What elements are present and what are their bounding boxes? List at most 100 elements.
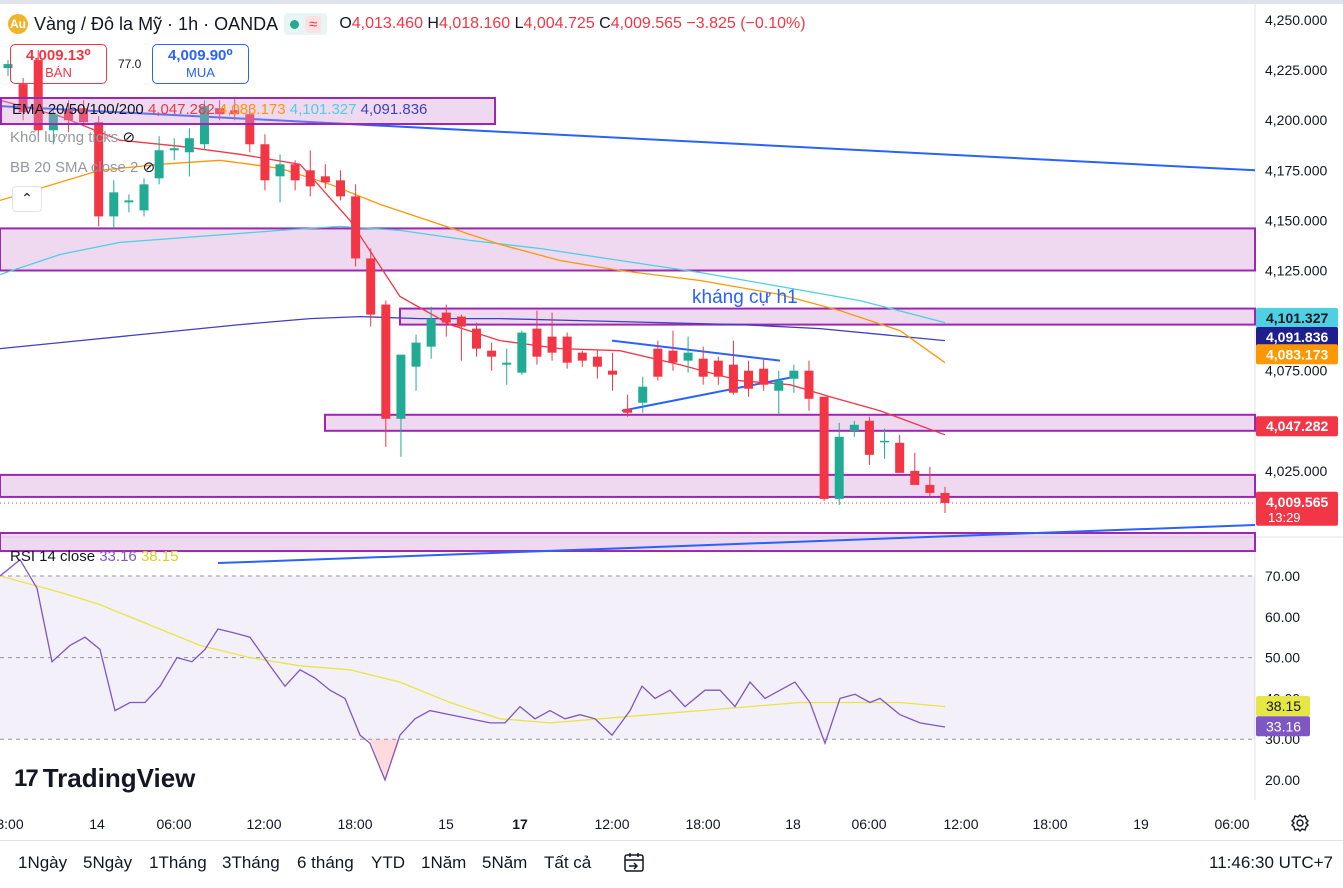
candle [713, 360, 723, 377]
buy-label: MUA [186, 65, 215, 80]
time-tick-label: 17 [512, 816, 528, 832]
ema-legend[interactable]: EMA 20/50/100/200 4,047.282 4,083.173 4,… [0, 97, 496, 125]
rsi-tick-label: 70.00 [1265, 568, 1300, 584]
ohlc-values: O4,013.460 H4,018.160 L4,004.725 C4,009.… [339, 15, 806, 32]
hidden-eye-icon[interactable]: ⊘ [122, 129, 136, 146]
price-tick-label: 4,225.000 [1265, 62, 1327, 78]
candle [698, 358, 708, 377]
range-ytd-button[interactable]: YTD [371, 853, 405, 872]
rsi-tick-label: 20.00 [1265, 772, 1300, 788]
candle [487, 350, 497, 357]
price-tick-label: 4,125.000 [1265, 262, 1327, 278]
time-tick-label: 12:00 [246, 816, 281, 832]
candle [925, 484, 935, 493]
price-tag [1256, 326, 1338, 347]
time-tick-label: 18:00 [337, 816, 372, 832]
candle [199, 106, 209, 145]
range-3m-button[interactable]: 3Tháng [222, 853, 280, 872]
candle [895, 442, 905, 473]
range-all-button[interactable]: Tất cả [544, 853, 592, 872]
candle [154, 150, 164, 179]
ema20-value: 4,047.282 [147, 101, 215, 118]
candle [849, 424, 859, 431]
time-tick-label: 19 [1133, 816, 1149, 832]
buy-button[interactable]: 4,009.90⁰ MUA [152, 44, 249, 84]
price-tag [1256, 416, 1338, 437]
candle [502, 362, 512, 365]
trendline [0, 105, 1256, 172]
range-5y-button[interactable]: 5Năm [482, 853, 528, 872]
candle [456, 316, 466, 327]
candle [653, 348, 663, 377]
time-tick-label: 18:00 [1032, 816, 1067, 832]
candle [744, 370, 754, 389]
support-resistance-zone [0, 227, 1256, 272]
price-tag [1256, 344, 1338, 365]
candle [381, 304, 391, 419]
ema50-line [0, 159, 946, 364]
sell-label: BÁN [45, 65, 72, 80]
range-6m-button[interactable]: 6 tháng [297, 853, 354, 872]
candle [774, 380, 784, 391]
candle [547, 336, 557, 353]
hidden-eye-icon[interactable]: ⊘ [142, 159, 156, 176]
candle [245, 114, 255, 145]
settings-gear-icon[interactable] [1289, 812, 1311, 834]
candle [139, 184, 149, 211]
candle [638, 386, 648, 403]
clock-timezone[interactable]: 11:46:30 UTC+7 [1209, 853, 1333, 872]
ema200-value: 4,091.836 [360, 101, 428, 118]
time-tick-label: 06:00 [156, 816, 191, 832]
trendline [611, 339, 781, 362]
support-resistance-zone [399, 307, 1256, 326]
rsi-tick-label: 50.00 [1265, 650, 1300, 666]
time-tick-label: 3:00 [0, 816, 24, 832]
time-tick-label: 06:00 [1214, 816, 1249, 832]
calendar-goto-icon[interactable] [622, 852, 646, 874]
range-5d-button[interactable]: 5Ngày [83, 853, 133, 872]
tradingview-logo: 17 TradingView [14, 763, 195, 794]
time-tick-label: 12:00 [943, 816, 978, 832]
volume-legend[interactable]: Khối lượng ticks ⊘ [10, 129, 136, 146]
resistance-annotation[interactable]: kháng cự h1 [692, 287, 798, 308]
bottom-toolbar: 1Ngày 5Ngày 1Tháng 3Tháng 6 tháng YTD 1N… [0, 840, 1343, 888]
market-status-badge[interactable]: ≈ [284, 13, 328, 35]
candle [63, 110, 73, 121]
rsi-ma-value: 38.15 [140, 548, 179, 565]
candle [109, 192, 119, 217]
candle [577, 352, 587, 361]
brand-name: TradingView [42, 763, 196, 793]
candle [184, 138, 194, 153]
support-resistance-zone [324, 413, 1256, 432]
collapse-legend-button[interactable]: ⌃ [12, 186, 42, 212]
candle [834, 436, 844, 499]
candle [562, 336, 572, 363]
time-tick-label: 14 [89, 816, 105, 832]
rsi-tick-label: 60.00 [1265, 609, 1300, 625]
support-resistance-zone [0, 473, 1256, 498]
symbol-title[interactable]: Vàng / Đô la Mỹ · 1h · OANDA [34, 13, 279, 34]
candle [472, 328, 481, 349]
countdown-label: 13:29 [1268, 510, 1301, 525]
candle [789, 370, 799, 379]
rsi-legend[interactable]: RSI 14 close 33.16 38.15 [10, 548, 179, 565]
bb-legend[interactable]: BB 20 SMA close 2 ⊘ [10, 159, 156, 176]
candle [79, 108, 89, 123]
tradingview-mark-icon: 17 [14, 764, 39, 792]
ema100-line [0, 225, 946, 324]
candle [230, 110, 240, 115]
rsi-oversold-fill [370, 739, 400, 780]
range-1m-button[interactable]: 1Tháng [149, 853, 207, 872]
price-tag-label: 4,101.327 [1266, 310, 1328, 326]
candle [864, 420, 874, 455]
time-tick-label: 18 [785, 816, 801, 832]
candle [804, 370, 814, 399]
rsi-tag-label: 38.15 [1266, 698, 1301, 714]
time-tick-label: 15 [438, 816, 454, 832]
candle [351, 196, 361, 259]
sell-button[interactable]: 4,009.13⁰ BÁN [10, 44, 107, 84]
range-1y-button[interactable]: 1Năm [421, 853, 467, 872]
range-1d-button[interactable]: 1Ngày [18, 853, 68, 872]
candle [169, 148, 179, 151]
